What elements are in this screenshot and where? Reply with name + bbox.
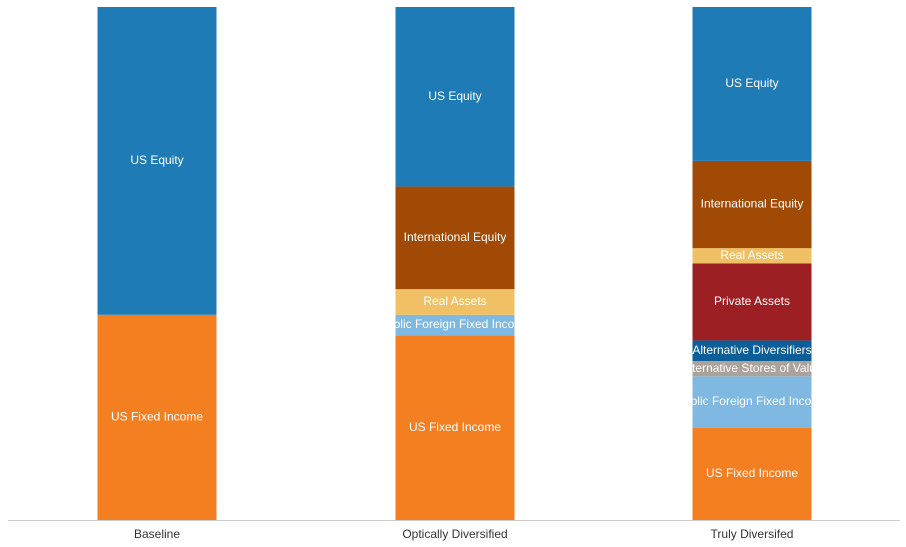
x-tick-label: Baseline <box>134 527 180 541</box>
bar-segment <box>395 289 515 315</box>
bar-segment <box>395 335 515 520</box>
bar-segment <box>97 7 217 315</box>
bar-segment <box>692 340 812 361</box>
segment-label: Public Foreign Fixed Income <box>379 317 531 331</box>
bar-segment <box>692 160 812 249</box>
bar-segment <box>97 314 217 520</box>
bar-segment <box>692 248 812 264</box>
segment-label: International Equity <box>701 197 804 211</box>
segment-label: Real Assets <box>720 248 783 262</box>
segment-label: US Fixed Income <box>111 410 203 424</box>
x-tick-label: Optically Diversified <box>402 527 507 541</box>
bar-segment <box>395 186 515 290</box>
bar-segment <box>395 7 515 187</box>
segment-label: Real Assets <box>423 294 486 308</box>
segment-label: US Equity <box>725 76 778 90</box>
bar-segment <box>395 314 515 336</box>
bar-segment <box>692 360 812 377</box>
bar-segment <box>692 7 812 161</box>
segment-label: Alternative Stores of Value <box>681 361 823 375</box>
segment-label: Private Assets <box>714 294 790 308</box>
bar-segment <box>692 376 812 428</box>
segment-label: US Equity <box>428 89 481 103</box>
x-tick-label: Truly Diversifed <box>711 527 794 541</box>
segment-label: Alternative Diversifiers <box>692 343 811 357</box>
segment-label: US Fixed Income <box>706 466 798 480</box>
segment-label: Public Foreign Fixed Income <box>676 394 828 408</box>
segment-label: US Equity <box>130 153 183 167</box>
bar-segment <box>692 427 812 520</box>
segment-label: International Equity <box>404 230 507 244</box>
bar-segment <box>692 263 812 341</box>
segment-label: US Fixed Income <box>409 420 501 434</box>
